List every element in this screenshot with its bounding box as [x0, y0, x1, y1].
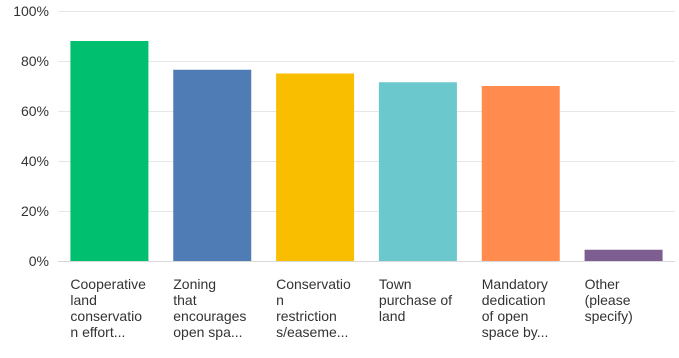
x-category-label: Zoning that encourages open spa...	[173, 276, 246, 340]
y-tick-label: 0%	[29, 253, 49, 269]
x-category-label-line: Cooperative	[70, 276, 146, 292]
x-category-label: Cooperative land conservatio n effort...	[70, 276, 146, 340]
bar[interactable]	[276, 73, 355, 262]
x-category-label-line: of open	[482, 308, 529, 324]
x-category-label: Conservatio n restriction s/easeme...	[276, 276, 351, 340]
x-category-label-line: specify)	[585, 308, 633, 324]
x-category-label-line: that	[173, 292, 196, 308]
grid-lines	[58, 11, 675, 262]
bar[interactable]	[378, 82, 457, 261]
bar[interactable]	[173, 69, 252, 261]
x-category-label-line: land	[70, 292, 96, 308]
x-category-label-line: n effort...	[70, 324, 125, 340]
x-category-label-line: Conservatio	[276, 276, 351, 292]
y-tick-label: 80%	[21, 53, 49, 69]
x-category-label-line: space by...	[482, 324, 549, 340]
bar[interactable]	[584, 249, 663, 261]
x-category-label: Other (please specify)	[585, 276, 633, 324]
x-category-label-line: s/easeme...	[276, 324, 348, 340]
x-category-label-line: encourages	[173, 308, 246, 324]
x-category-label-line: conservatio	[70, 308, 142, 324]
x-category-label-line: Other	[585, 276, 620, 292]
x-category-label: Mandatory dedication of open space by...	[482, 276, 549, 340]
x-category-label: Town purchase of land	[379, 276, 452, 324]
x-category-label-line: land	[379, 308, 405, 324]
bar[interactable]	[481, 86, 560, 261]
bars	[70, 41, 663, 262]
bar[interactable]	[70, 41, 149, 261]
x-category-label-line: dedication	[482, 292, 546, 308]
x-category-label-line: purchase of	[379, 292, 452, 308]
y-tick-label: 100%	[13, 3, 49, 19]
x-category-label-line: open spa...	[173, 324, 242, 340]
x-category-label-line: Zoning	[173, 276, 216, 292]
y-axis-tick-labels: 0% 20% 40% 60% 80% 100%	[13, 3, 49, 269]
y-tick-label: 20%	[21, 203, 49, 219]
y-tick-label: 40%	[21, 153, 49, 169]
x-category-label-line: restriction	[276, 308, 337, 324]
x-axis-category-labels: Cooperative land conservatio n effort...Zon…	[70, 276, 632, 340]
x-category-label-line: Mandatory	[482, 276, 548, 292]
x-category-label-line: Town	[379, 276, 412, 292]
y-tick-label: 60%	[21, 103, 49, 119]
x-category-label-line: n	[276, 292, 284, 308]
x-category-label-line: (please	[585, 292, 631, 308]
